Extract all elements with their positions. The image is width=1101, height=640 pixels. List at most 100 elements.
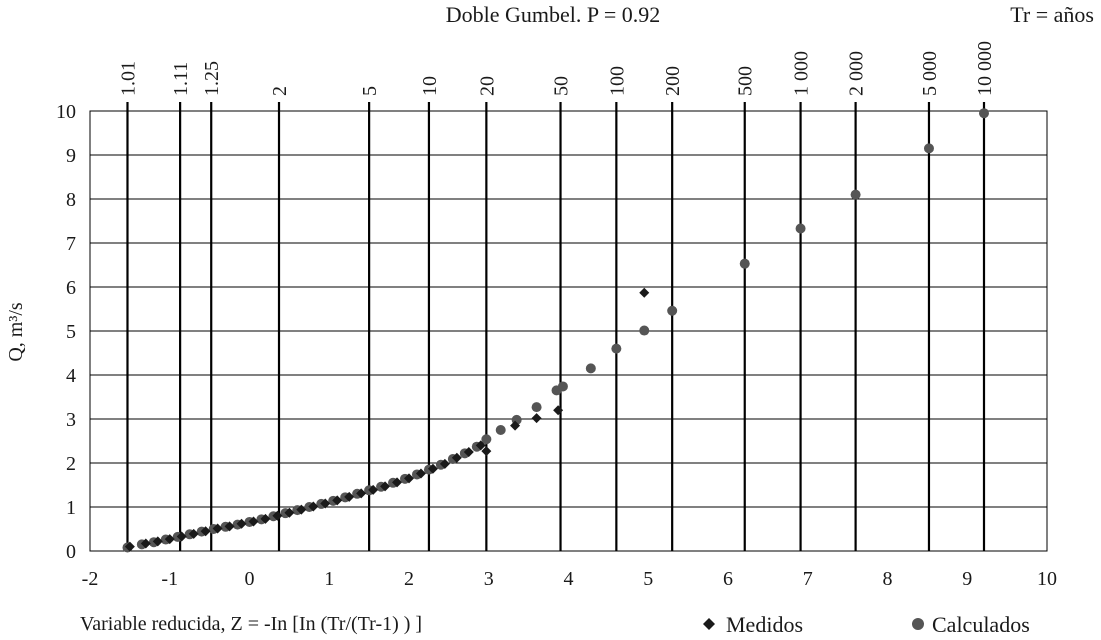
- calculados-point: [531, 402, 542, 413]
- medidos-point: [553, 405, 564, 416]
- return-period-label: 100: [606, 66, 628, 96]
- x-tick-label: 0: [245, 568, 255, 590]
- medidos-point: [639, 287, 650, 298]
- calculados-point: [585, 363, 596, 374]
- return-period-label: 1.01: [117, 61, 139, 96]
- medidos-point: [332, 495, 343, 506]
- medidos-point: [284, 507, 295, 518]
- x-tick-label: 3: [484, 568, 494, 590]
- return-period-label: 10 000: [974, 41, 996, 96]
- medidos-point: [124, 541, 135, 552]
- y-tick-label: 4: [66, 365, 76, 387]
- return-period-label: 50: [551, 76, 573, 96]
- legend-calculados-marker: [912, 618, 924, 630]
- return-period-label: 2: [269, 86, 291, 96]
- medidos-point: [224, 521, 235, 532]
- medidos-point: [481, 446, 492, 457]
- y-axis-label: Q, m³/s: [5, 302, 27, 362]
- x-axis-label: Variable reducida, Z = -In [In (Tr/(Tr-1…: [80, 613, 422, 635]
- medidos-point: [260, 513, 271, 524]
- medidos-point: [380, 481, 391, 492]
- y-tick-label: 1: [66, 497, 76, 519]
- medidos-point: [356, 488, 367, 499]
- medidos-point: [392, 477, 403, 488]
- medidos-point: [344, 491, 355, 502]
- medidos-point: [320, 498, 331, 509]
- y-tick-label: 3: [66, 409, 76, 431]
- return-period-label: 20: [476, 76, 498, 96]
- medidos-point: [415, 468, 426, 479]
- medidos-point: [272, 510, 283, 521]
- x-tick-labels: -2 -1 0 1 2 3 4 5 6 7 8 9 10: [82, 568, 1057, 590]
- medidos-point: [510, 420, 521, 431]
- y-tick-label: 5: [66, 321, 76, 343]
- return-period-lines: [126, 102, 986, 551]
- x-tick-label: -2: [82, 568, 99, 590]
- return-period-label: 2 000: [846, 51, 868, 96]
- calculados-point: [557, 381, 568, 392]
- calculados-point: [923, 143, 934, 154]
- x-tick-label: 2: [404, 568, 414, 590]
- y-tick-label: 9: [66, 145, 76, 167]
- calculados-point: [667, 305, 678, 316]
- x-tick-label: 5: [643, 568, 653, 590]
- y-tick-label: 0: [66, 541, 76, 563]
- x-tick-label: 7: [803, 568, 813, 590]
- return-period-labels: 1.01 1.11 1.25 2 5 10 20 50 100 200 500 1 000 2 000 5…: [117, 41, 996, 96]
- y-tick-label: 2: [66, 453, 76, 475]
- return-period-label: 10: [419, 76, 441, 96]
- medidos-point: [296, 504, 307, 515]
- calculados-point: [795, 223, 806, 234]
- x-tick-label: 1: [324, 568, 334, 590]
- calculados-point: [978, 108, 989, 119]
- medidos-point: [248, 516, 259, 527]
- legend-calculados-label: Calculados: [932, 612, 1030, 637]
- chart-title: Doble Gumbel. P = 0.92: [446, 2, 660, 27]
- medidos-point: [164, 534, 175, 545]
- x-tick-label: 4: [564, 568, 574, 590]
- medidos-point: [451, 452, 462, 463]
- medidos-point: [404, 473, 414, 484]
- medidos-point: [439, 458, 450, 469]
- calculados-point: [481, 434, 492, 445]
- y-tick-label: 6: [66, 277, 76, 299]
- medidos-point: [463, 447, 474, 457]
- x-tick-label: 8: [883, 568, 893, 590]
- medidos-point: [212, 523, 223, 534]
- calculados-point: [850, 189, 861, 200]
- return-period-label: 200: [662, 66, 684, 96]
- x-tick-label: -1: [161, 568, 178, 590]
- y-tick-label: 10: [56, 101, 76, 123]
- medidos-point: [368, 484, 379, 495]
- series-medidos: [124, 287, 650, 552]
- return-period-label: 5 000: [919, 51, 941, 96]
- return-period-label: 1.11: [170, 62, 192, 96]
- y-tick-label: 8: [66, 189, 76, 211]
- legend-medidos-marker: [703, 618, 715, 630]
- series-calculados: [122, 108, 989, 553]
- medidos-point: [475, 440, 486, 451]
- x-tick-label: 9: [962, 568, 972, 590]
- medidos-point: [236, 518, 247, 529]
- legend: Medidos Calculados: [703, 612, 1030, 637]
- y-tick-label: 7: [66, 233, 76, 255]
- medidos-point: [308, 501, 319, 512]
- return-period-label: 1 000: [791, 51, 813, 96]
- y-tick-labels: 0 1 2 3 4 5 6 7 8 9 10: [56, 101, 76, 563]
- medidos-point: [140, 538, 151, 549]
- return-period-label: 5: [359, 86, 381, 96]
- medidos-point: [152, 536, 163, 547]
- medidos-point: [176, 531, 187, 542]
- legend-medidos-label: Medidos: [726, 612, 803, 637]
- medidos-point: [200, 526, 211, 537]
- medidos-point: [188, 528, 199, 539]
- grid-lines: [90, 110, 1047, 552]
- medidos-point: [427, 463, 438, 474]
- calculados-point: [611, 343, 622, 354]
- return-period-label: 1.25: [201, 61, 223, 96]
- calculados-point: [495, 425, 506, 435]
- return-period-label: 500: [735, 66, 757, 96]
- calculados-point: [639, 325, 650, 336]
- calculados-point: [739, 258, 750, 269]
